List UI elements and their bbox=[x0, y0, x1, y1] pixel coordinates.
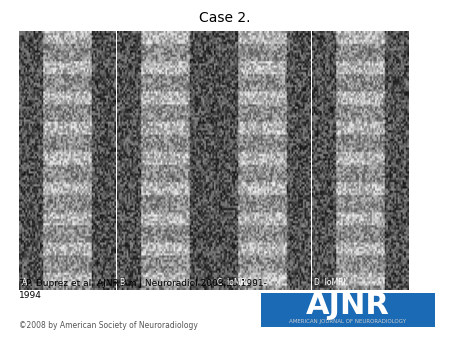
Bar bbox=[19, 31, 116, 290]
Bar bbox=[214, 31, 310, 290]
Text: AJNR: AJNR bbox=[306, 291, 390, 320]
Text: Case 2.: Case 2. bbox=[199, 11, 251, 25]
Text: C  IoMRI: C IoMRI bbox=[216, 278, 248, 287]
Text: B: B bbox=[119, 278, 124, 287]
Bar bbox=[117, 31, 213, 290]
Text: ©2008 by American Society of Neuroradiology: ©2008 by American Society of Neuroradiol… bbox=[19, 321, 198, 330]
Text: D  IoMRI: D IoMRI bbox=[314, 278, 346, 287]
Text: A: A bbox=[22, 278, 27, 287]
Text: AMERICAN JOURNAL OF NEURORADIOLOGY: AMERICAN JOURNAL OF NEURORADIOLOGY bbox=[289, 319, 406, 324]
Bar bbox=[261, 293, 435, 327]
Bar bbox=[312, 31, 408, 290]
Text: T.P. Duprez et al. AJNR Am J Neuroradiol 2008;29:1991-
1994: T.P. Duprez et al. AJNR Am J Neuroradiol… bbox=[19, 279, 267, 300]
